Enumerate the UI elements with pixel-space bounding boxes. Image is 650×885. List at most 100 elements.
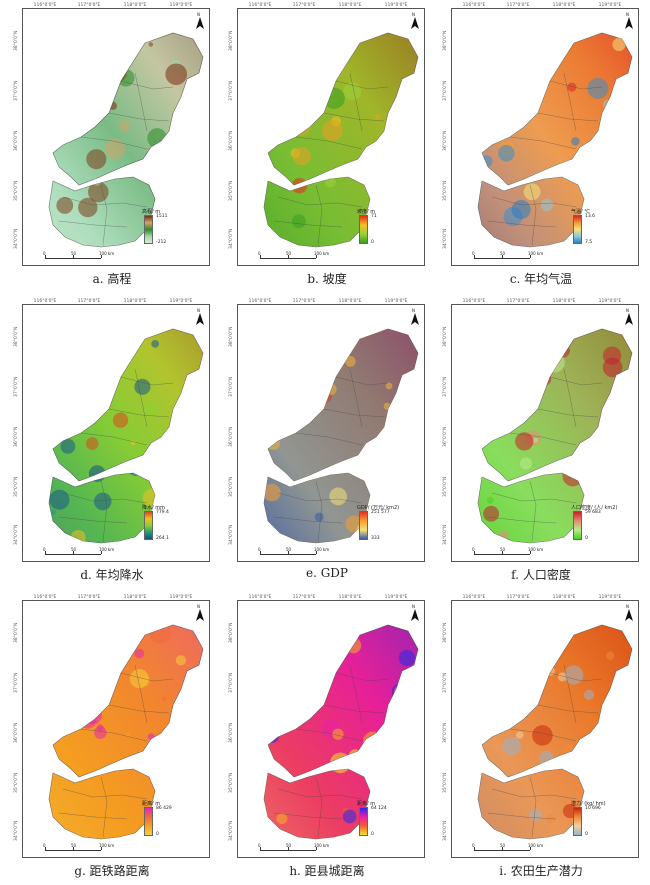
panel-caption: a. 高程 bbox=[92, 272, 132, 286]
raster-patch bbox=[324, 381, 330, 386]
raster-patch bbox=[145, 151, 154, 161]
legend-min-value: 0 bbox=[585, 832, 588, 837]
raster-patch bbox=[104, 138, 126, 159]
legend-title: 潜力/ (kg/ hm) bbox=[571, 801, 606, 807]
latitude-label: 35°0'0"N bbox=[14, 476, 19, 497]
north-label: N bbox=[412, 604, 415, 609]
longitude-label: 116°0'0"E bbox=[33, 595, 57, 600]
north-arrow-icon: N bbox=[195, 12, 205, 31]
longitude-label: 116°0'0"E bbox=[462, 299, 486, 304]
raster-patch bbox=[406, 82, 415, 90]
raster-patch bbox=[165, 777, 171, 782]
north-label: N bbox=[412, 308, 415, 313]
map-panel: 116°0'0"E 117°0'0"E 118°0'0"E 119°0'0"E 38°0… bbox=[12, 298, 212, 582]
province-map bbox=[477, 624, 633, 840]
raster-patch bbox=[291, 214, 306, 229]
scale-label: 100 km bbox=[99, 547, 115, 552]
scale-tick bbox=[260, 255, 261, 258]
county-boundary bbox=[509, 136, 577, 150]
raster-patch bbox=[344, 355, 356, 367]
raster-patch bbox=[616, 374, 628, 386]
longitude-label: 116°0'0"E bbox=[248, 3, 272, 8]
scale-label: 100 km bbox=[314, 547, 330, 552]
raster-patch bbox=[622, 434, 632, 447]
raster-patch bbox=[265, 729, 280, 743]
north-label: N bbox=[197, 12, 200, 17]
raster-patch bbox=[393, 684, 410, 700]
latitude-label: 37°0'0"N bbox=[14, 80, 19, 101]
latitude-label: 37°0'0"N bbox=[229, 672, 234, 693]
raster-patch bbox=[522, 70, 535, 83]
raster-patch bbox=[184, 728, 195, 739]
county-boundary bbox=[62, 196, 148, 208]
legend-title: 距离/ m bbox=[142, 801, 161, 807]
map-legend: 人口密度/ (人/ km2) 59 683 0 bbox=[571, 504, 631, 544]
scale-tick bbox=[45, 551, 46, 554]
raster-patch bbox=[108, 63, 127, 82]
legend-min-value: 333 bbox=[371, 536, 380, 541]
map-frame: 116°0'0"E 117°0'0"E 118°0'0"E 119°0'0"E 38°0… bbox=[229, 595, 425, 858]
raster-patch bbox=[275, 67, 297, 89]
scale-label: 50 bbox=[286, 547, 292, 552]
latitude-label: 37°0'0"N bbox=[229, 80, 234, 101]
county-boundary bbox=[563, 72, 577, 132]
raster-patch bbox=[174, 174, 191, 192]
county-boundary bbox=[491, 492, 577, 504]
raster-patch bbox=[587, 77, 609, 99]
scale-label: 0 bbox=[472, 843, 475, 848]
scale-tick bbox=[101, 847, 102, 850]
panel-caption: h. 距县城距离 bbox=[289, 864, 365, 878]
raster-patch bbox=[93, 492, 112, 511]
raster-patch bbox=[613, 98, 631, 116]
raster-patch bbox=[498, 144, 515, 162]
latitude-label: 34°0'0"N bbox=[229, 524, 234, 545]
panel-caption: e. GDP bbox=[305, 566, 348, 580]
raster-patch bbox=[148, 42, 154, 47]
county-boundary bbox=[62, 788, 148, 800]
raster-patch bbox=[564, 665, 584, 685]
latitude-label: 35°0'0"N bbox=[229, 476, 234, 497]
latitude-label: 36°0'0"N bbox=[443, 722, 448, 743]
scale-tick bbox=[73, 255, 74, 258]
county-boundary bbox=[487, 516, 557, 524]
county-boundary bbox=[323, 704, 385, 714]
scale-line bbox=[474, 258, 530, 259]
longitude-label: 116°0'0"E bbox=[462, 595, 486, 600]
longitude-label: 116°0'0"E bbox=[33, 3, 57, 8]
legend-max-value: 10 696 bbox=[585, 806, 601, 811]
raster-patch bbox=[381, 433, 396, 448]
scale-label: 100 km bbox=[99, 843, 115, 848]
raster-patch bbox=[360, 332, 366, 339]
raster-patch bbox=[533, 437, 539, 443]
map-frame: 116°0'0"E 117°0'0"E 118°0'0"E 119°0'0"E 38°0… bbox=[443, 3, 639, 266]
latitude-label: 38°0'0"N bbox=[443, 326, 448, 347]
latitude-label: 38°0'0"N bbox=[443, 622, 448, 643]
raster-patch bbox=[108, 101, 118, 110]
map-legend: 气温/ ℃ 13.6 7.5 bbox=[571, 208, 631, 248]
latitude-label: 36°0'0"N bbox=[229, 130, 234, 151]
map-panel: 116°0'0"E 117°0'0"E 118°0'0"E 119°0'0"E 38°0… bbox=[227, 298, 427, 580]
scale-tick bbox=[101, 255, 102, 258]
legend-max-value: 59 683 bbox=[585, 510, 601, 515]
raster-patch bbox=[491, 49, 512, 70]
county-boundary bbox=[537, 704, 599, 714]
legend-color-ramp bbox=[573, 807, 582, 836]
latitude-label: 37°0'0"N bbox=[229, 376, 234, 397]
map-panel: 116°0'0"E 117°0'0"E 118°0'0"E 119°0'0"E 38°0… bbox=[441, 2, 641, 286]
longitude-label: 117°0'0"E bbox=[77, 3, 101, 8]
raster-patch bbox=[329, 487, 348, 506]
map-legend: 高程/ m 1511 -212 bbox=[142, 208, 202, 248]
raster-patch bbox=[56, 197, 74, 214]
county-boundary bbox=[277, 788, 363, 800]
longitude-label: 119°0'0"E bbox=[598, 595, 622, 600]
raster-patch bbox=[53, 680, 73, 700]
raster-patch bbox=[332, 728, 344, 740]
raster-patch bbox=[290, 53, 306, 69]
longitude-label: 118°0'0"E bbox=[552, 595, 576, 600]
raster-patch bbox=[147, 128, 168, 149]
latitude-label: 36°0'0"N bbox=[14, 130, 19, 151]
longitude-label: 119°0'0"E bbox=[169, 3, 193, 8]
county-boundary bbox=[62, 492, 148, 504]
scale-line bbox=[260, 258, 316, 259]
county-boundary bbox=[529, 480, 537, 542]
